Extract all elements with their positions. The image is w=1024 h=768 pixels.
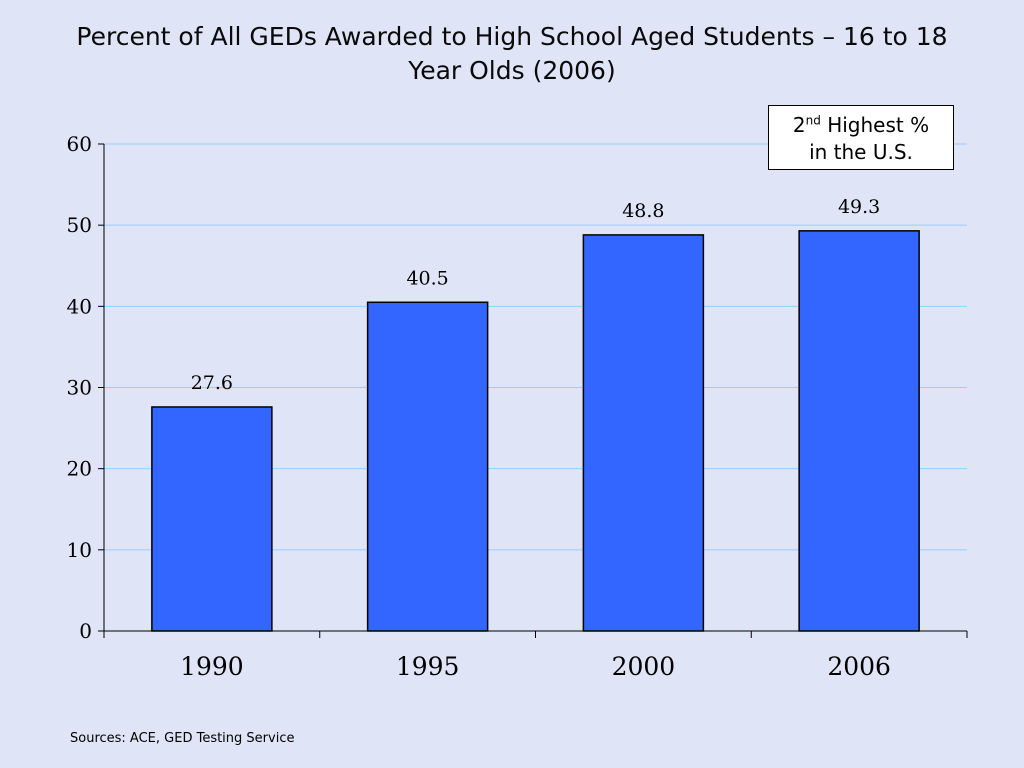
bars bbox=[151, 230, 920, 632]
callout-rank-suffix: nd bbox=[805, 113, 821, 128]
source-note: Sources: ACE, GED Testing Service bbox=[70, 731, 295, 746]
chart-title: Percent of All GEDs Awarded to High Scho… bbox=[76, 22, 948, 85]
bar bbox=[582, 234, 705, 632]
y-tick-label: 10 bbox=[67, 538, 92, 562]
y-tick-label: 0 bbox=[79, 619, 92, 643]
ranking-callout: 2nd Highest % in the U.S. bbox=[768, 105, 954, 170]
y-tick-label: 20 bbox=[67, 457, 92, 481]
y-tick-label: 40 bbox=[67, 294, 92, 318]
callout-rank: 2 bbox=[792, 113, 806, 137]
y-tick-label: 30 bbox=[67, 376, 92, 400]
callout-text-2: in the U.S. bbox=[809, 140, 913, 164]
x-category-label: 2000 bbox=[612, 652, 676, 681]
axes bbox=[98, 143, 968, 638]
data-label: 40.5 bbox=[406, 267, 448, 289]
bar bbox=[798, 230, 920, 632]
callout-text-1: Highest % bbox=[827, 113, 930, 137]
data-label: 48.8 bbox=[622, 200, 664, 222]
callout-line-1: 2nd Highest % bbox=[769, 112, 953, 139]
y-tick-label: 50 bbox=[67, 213, 92, 237]
x-category-label: 2006 bbox=[827, 652, 891, 681]
x-category-label: 1990 bbox=[180, 652, 244, 681]
x-category-label: 1995 bbox=[396, 652, 460, 681]
y-tick-label: 60 bbox=[67, 132, 92, 156]
bar bbox=[366, 301, 489, 632]
bar bbox=[151, 406, 273, 632]
data-label: 49.3 bbox=[838, 196, 880, 218]
labels: 0 10 20 30 40 50 60 27.6 1990 40.5 1995 48.8 2000 49.… bbox=[67, 132, 891, 681]
data-label: 27.6 bbox=[191, 372, 233, 394]
